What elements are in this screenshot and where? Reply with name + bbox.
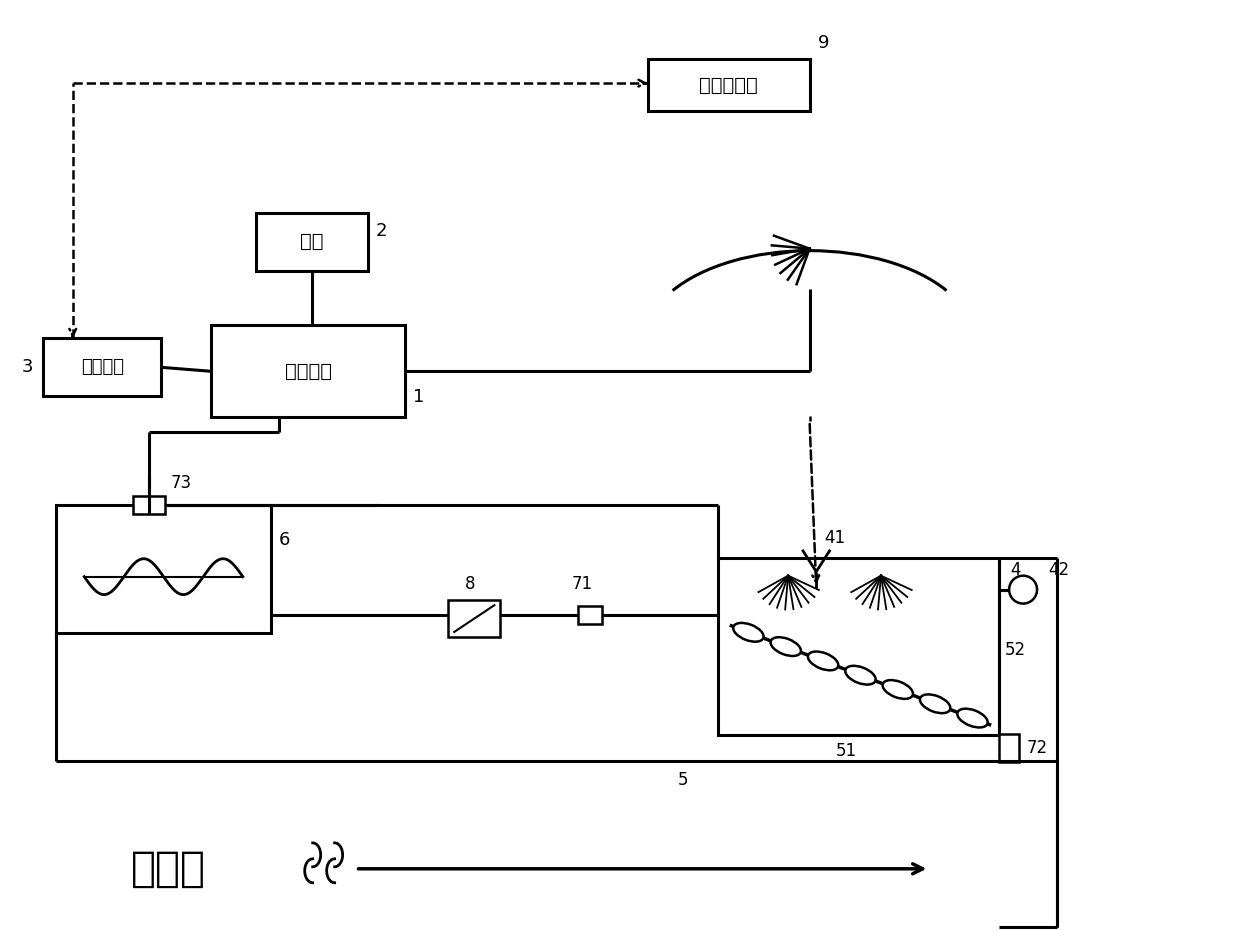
Text: 2: 2 xyxy=(376,222,387,239)
Text: 42: 42 xyxy=(1048,560,1069,579)
Text: 4: 4 xyxy=(1009,560,1021,579)
Text: 云端控制台: 云端控制台 xyxy=(699,75,758,95)
Ellipse shape xyxy=(846,666,875,684)
Ellipse shape xyxy=(808,652,838,670)
Text: 5: 5 xyxy=(678,771,688,789)
FancyBboxPatch shape xyxy=(43,338,161,397)
FancyBboxPatch shape xyxy=(578,605,603,624)
FancyBboxPatch shape xyxy=(211,326,405,417)
Text: 微处理器: 微处理器 xyxy=(285,362,332,381)
Ellipse shape xyxy=(733,623,764,641)
Text: 41: 41 xyxy=(825,529,846,546)
FancyBboxPatch shape xyxy=(718,558,999,735)
Text: 自来水: 自来水 xyxy=(131,848,206,890)
Text: 电源: 电源 xyxy=(300,232,324,251)
Text: 6: 6 xyxy=(279,531,290,548)
FancyBboxPatch shape xyxy=(649,60,810,111)
Text: 通信模块: 通信模块 xyxy=(81,358,124,376)
Text: 71: 71 xyxy=(572,574,593,593)
Circle shape xyxy=(1009,575,1037,603)
Text: 52: 52 xyxy=(1006,641,1027,659)
Text: 3: 3 xyxy=(21,358,32,376)
FancyBboxPatch shape xyxy=(255,213,367,271)
Text: 72: 72 xyxy=(1027,739,1048,757)
Text: 8: 8 xyxy=(465,574,476,593)
Ellipse shape xyxy=(920,695,950,713)
FancyBboxPatch shape xyxy=(133,496,165,514)
FancyBboxPatch shape xyxy=(56,505,270,632)
Ellipse shape xyxy=(770,637,801,656)
Ellipse shape xyxy=(957,708,988,727)
FancyBboxPatch shape xyxy=(449,600,500,638)
Text: 1: 1 xyxy=(413,388,425,406)
Ellipse shape xyxy=(883,681,913,699)
Text: 51: 51 xyxy=(836,742,857,760)
FancyBboxPatch shape xyxy=(999,735,1019,762)
Text: 9: 9 xyxy=(817,34,830,52)
Text: 73: 73 xyxy=(171,474,192,492)
